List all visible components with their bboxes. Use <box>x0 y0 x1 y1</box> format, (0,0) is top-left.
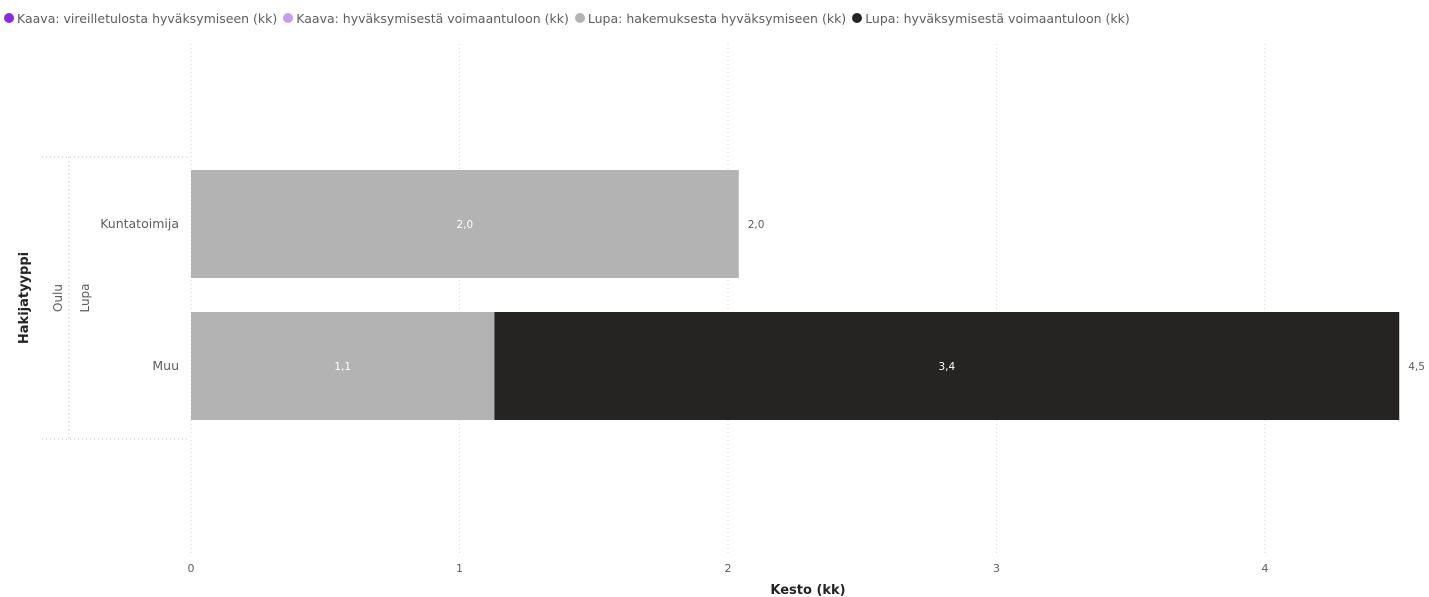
legend-item-lupa-hakemus[interactable]: Lupa: hakemuksesta hyväksymiseen (kk) <box>574 10 847 26</box>
legend-marker-icon <box>574 13 585 23</box>
legend-item-kaava-vireille[interactable]: Kaava: vireilletulosta hyväksymiseen (kk… <box>4 11 277 26</box>
legend-item-kaava-voimaan[interactable]: Kaava: hyväksymisestä voimaantuloon (kk) <box>283 11 569 26</box>
legend-marker-icon <box>852 13 863 23</box>
legend-label: Lupa: hyväksymisestä voimaantuloon (kk) <box>865 10 1130 26</box>
x-axis-ticks: 0 1 2 3 4 <box>188 562 1269 575</box>
legend-marker-icon <box>4 13 14 23</box>
hierarchy-label-lupa: Lupa <box>78 283 92 312</box>
data-label: 2,0 <box>457 219 474 231</box>
x-axis-title: Kesto (kk) <box>770 583 845 597</box>
legend: Kaava: vireilletulosta hyväksymiseen (kk… <box>4 8 1136 28</box>
x-tick-label: 3 <box>993 562 1000 575</box>
bar-segment[interactable] <box>494 312 1400 420</box>
y-axis-categories: Kuntatoimija Muu <box>100 216 179 373</box>
category-label: Muu <box>152 358 179 373</box>
total-label: 4,5 <box>1408 361 1425 373</box>
legend-marker-icon <box>283 13 294 23</box>
hierarchy-label-oulu: Oulu <box>51 284 65 312</box>
data-label: 1,1 <box>334 361 351 373</box>
x-tick-label: 1 <box>456 562 463 575</box>
gridlines <box>190 44 1266 553</box>
legend-label: Lupa: hakemuksesta hyväksymiseen (kk) <box>587 10 847 26</box>
bar-segment[interactable] <box>191 170 739 278</box>
legend-label: Kaava: vireilletulosta hyväksymiseen (kk… <box>17 10 278 26</box>
legend-label: Kaava: hyväksymisestä voimaantuloon (kk) <box>296 10 569 26</box>
x-tick-label: 0 <box>188 562 195 575</box>
x-tick-label: 2 <box>725 562 732 575</box>
y-axis-title: Hakijatyyppi <box>17 252 32 344</box>
category-label: Kuntatoimija <box>100 216 179 231</box>
bar-segment[interactable] <box>191 312 495 420</box>
total-label: 2,0 <box>748 219 765 231</box>
category-hierarchy: Oulu Lupa <box>42 156 190 440</box>
bars <box>191 170 1400 420</box>
data-label: 3,4 <box>938 361 955 373</box>
legend-item-lupa-voimaan[interactable]: Lupa: hyväksymisestä voimaantuloon (kk) <box>852 11 1130 26</box>
x-tick-label: 4 <box>1262 562 1269 575</box>
data-labels: 2,0 2,0 1,1 3,4 4,5 <box>334 219 1425 373</box>
